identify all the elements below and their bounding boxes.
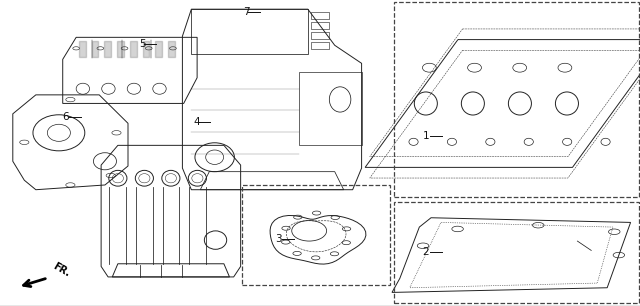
Text: 3: 3 <box>275 234 282 244</box>
Text: 1: 1 <box>422 131 429 141</box>
Bar <box>312 22 330 29</box>
Bar <box>394 202 639 303</box>
Bar <box>312 42 330 49</box>
Bar <box>312 32 330 39</box>
Text: 4: 4 <box>194 118 200 127</box>
Text: 2: 2 <box>422 248 429 257</box>
Text: 6: 6 <box>63 112 69 122</box>
Text: 7: 7 <box>243 7 250 17</box>
Bar <box>242 185 390 285</box>
Text: FR.: FR. <box>51 261 72 278</box>
Bar <box>394 2 639 197</box>
Bar <box>312 12 330 19</box>
Text: 5: 5 <box>140 39 146 49</box>
